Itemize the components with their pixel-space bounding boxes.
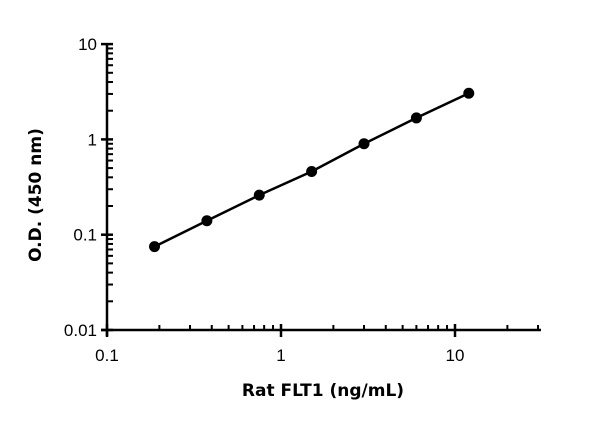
x-tick-label: 0.1 [95, 346, 119, 365]
x-tick-label: 1 [276, 346, 285, 365]
data-point-marker [410, 112, 422, 124]
y-tick-label: 10 [78, 35, 97, 54]
y-axis-title: O.D. (450 nm) [26, 128, 46, 262]
y-tick-label: 0.1 [73, 226, 97, 245]
data-point-marker [149, 241, 161, 253]
x-axis-title: Rat FLT1 (ng/mL) [242, 381, 404, 401]
data-point-marker [201, 215, 213, 227]
data-point-marker [463, 87, 475, 99]
x-tick-label: 10 [446, 346, 465, 365]
data-point-marker [306, 166, 318, 178]
data-point-marker [253, 189, 265, 201]
data-points [149, 87, 475, 253]
x-axis-tick-labels: 0.1 1 10 [95, 346, 464, 365]
y-tick-label: 0.01 [64, 321, 97, 340]
y-tick-label: 1 [88, 130, 97, 149]
x-axis-major-ticks [105, 324, 457, 337]
y-axis-tick-labels: 0.01 0.1 1 10 [64, 35, 97, 340]
data-point-marker [358, 138, 370, 150]
